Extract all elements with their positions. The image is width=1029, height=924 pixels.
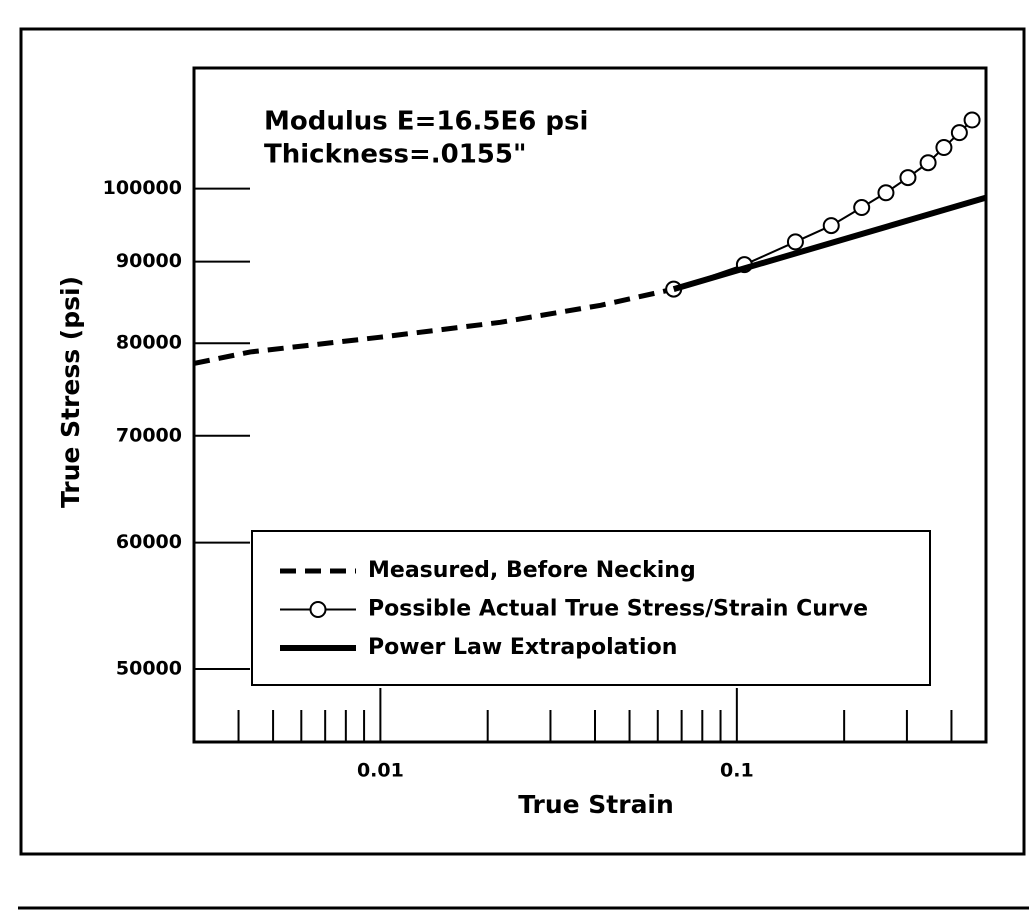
- plot-area: [192, 66, 988, 744]
- x-axis-label: True Strain: [518, 790, 674, 819]
- series-line: [672, 194, 987, 292]
- legend-marker: [309, 601, 327, 618]
- y-tick-label: 80000: [116, 332, 182, 354]
- marker: [786, 233, 804, 251]
- y-tick-label: 70000: [116, 424, 182, 446]
- frame: [19, 27, 1026, 856]
- series-line: [193, 286, 675, 366]
- marker: [853, 199, 871, 217]
- marker: [935, 139, 953, 157]
- legend-label: Possible Actual True Stress/Strain Curve: [368, 597, 868, 622]
- y-tick-label: 90000: [116, 250, 182, 272]
- marker: [822, 217, 840, 235]
- y-axis-label: True Stress (psi): [56, 276, 85, 508]
- y-tick-label: 100000: [103, 177, 182, 199]
- series-line: [673, 119, 973, 291]
- y-tick-label: 60000: [116, 531, 182, 553]
- marker: [950, 124, 968, 142]
- y-tick-label: 50000: [116, 657, 182, 679]
- legend-label: Measured, Before Necking: [368, 558, 696, 583]
- marker: [899, 169, 917, 187]
- marker: [919, 154, 937, 172]
- legend-label: Power Law Extrapolation: [368, 635, 677, 660]
- x-tick-label: 0.1: [720, 760, 754, 782]
- annotation: Modulus E=16.5E6 psi: [264, 107, 588, 137]
- x-tick-label: 0.01: [357, 760, 404, 782]
- marker: [963, 111, 981, 129]
- marker: [877, 184, 895, 202]
- annotation: Thickness=.0155": [264, 140, 527, 170]
- legend: [251, 530, 931, 686]
